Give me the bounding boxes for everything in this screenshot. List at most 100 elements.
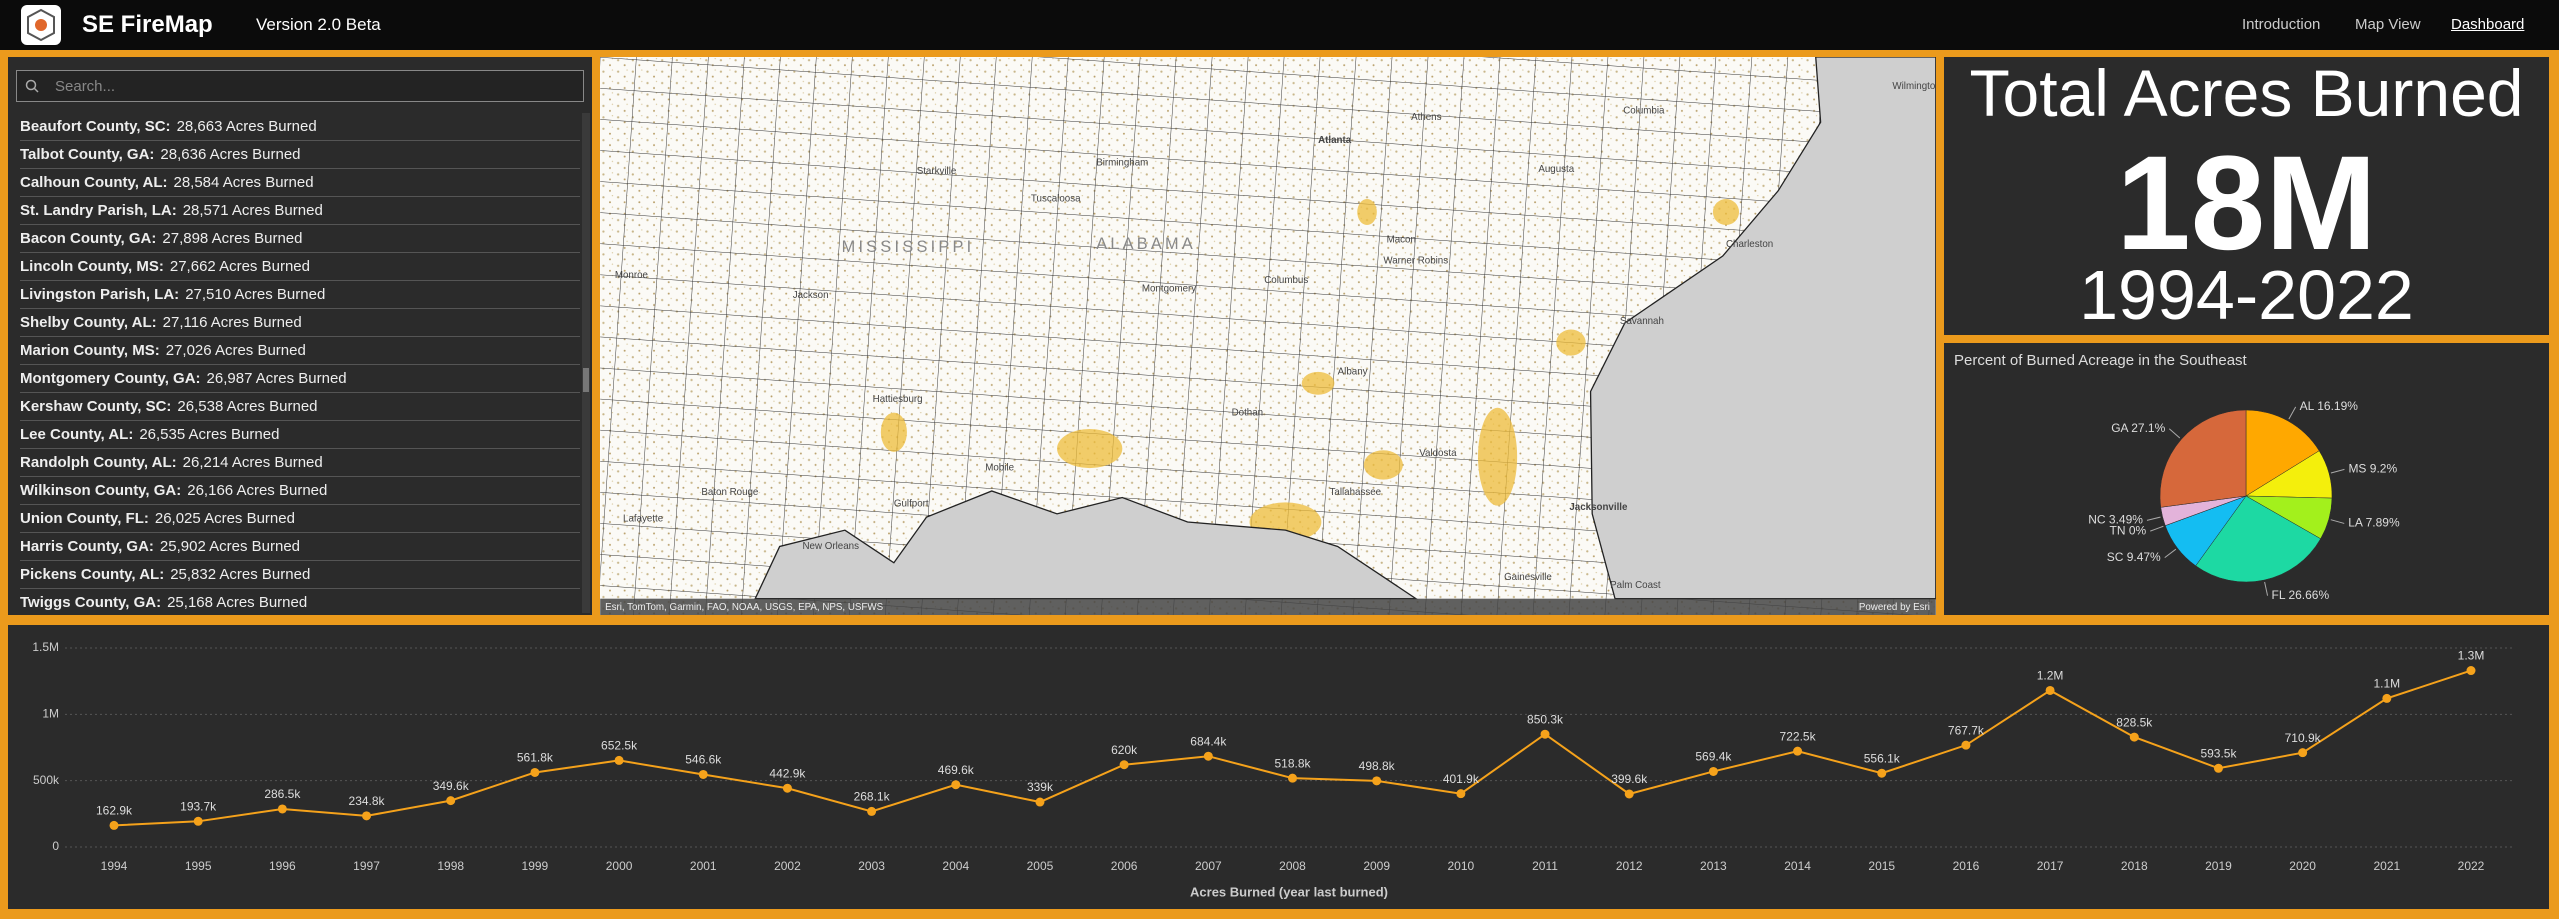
x-tick-label: 2015 bbox=[1868, 859, 1895, 873]
county-row[interactable]: Lee County, AL: 26,535 Acres Burned bbox=[20, 421, 580, 449]
data-label: 268.1k bbox=[854, 790, 891, 804]
county-name: Harris County, GA: bbox=[20, 538, 154, 555]
county-name: Randolph County, AL: bbox=[20, 454, 177, 471]
pie-label: NC 3.49% bbox=[2088, 513, 2143, 527]
y-tick-label: 1.5M bbox=[32, 640, 59, 654]
map-label: MISSISSIPPI bbox=[842, 238, 975, 256]
map-label: Valdosta bbox=[1419, 448, 1457, 459]
county-row[interactable]: St. Landry Parish, LA: 28,571 Acres Burne… bbox=[20, 197, 580, 225]
data-point bbox=[362, 811, 372, 821]
data-point bbox=[1035, 797, 1045, 807]
data-point bbox=[2045, 685, 2055, 695]
x-tick-label: 2004 bbox=[942, 859, 969, 873]
x-tick-label: 2000 bbox=[606, 859, 633, 873]
county-acres: 25,168 Acres Burned bbox=[167, 594, 308, 611]
logo bbox=[21, 5, 61, 45]
county-name: Shelby County, AL: bbox=[20, 314, 157, 331]
data-point bbox=[614, 755, 624, 765]
pie-label: SC 9.47% bbox=[2107, 550, 2161, 564]
map-label: Atlanta bbox=[1318, 135, 1352, 146]
data-point bbox=[109, 820, 119, 830]
county-row[interactable]: Lincoln County, MS: 27,662 Acres Burned bbox=[20, 253, 580, 281]
county-row[interactable]: Marion County, MS: 27,026 Acres Burned bbox=[20, 337, 580, 365]
map-label: Albany bbox=[1338, 366, 1368, 377]
x-tick-label: 2017 bbox=[2037, 859, 2064, 873]
pie-label: GA 27.1% bbox=[2111, 421, 2165, 435]
x-tick-label: 1999 bbox=[522, 859, 549, 873]
x-tick-label: 2014 bbox=[1784, 859, 1811, 873]
county-row[interactable]: Kershaw County, SC: 26,538 Acres Burned bbox=[20, 393, 580, 421]
x-tick-label: 2010 bbox=[1448, 859, 1475, 873]
county-name: Livingston Parish, LA: bbox=[20, 286, 180, 303]
data-label: 286.5k bbox=[264, 787, 301, 801]
data-point bbox=[2298, 748, 2308, 758]
county-row[interactable]: Livingston Parish, LA: 27,510 Acres Burne… bbox=[20, 281, 580, 309]
chart-title: Percent of Burned Acreage in the Southea… bbox=[1954, 352, 2248, 369]
data-label: 401.9k bbox=[1443, 772, 1480, 786]
data-label: 349.6k bbox=[433, 779, 470, 793]
county-row[interactable]: Talbot County, GA: 28,636 Acres Burned bbox=[20, 141, 580, 169]
map-label: Augusta bbox=[1538, 164, 1574, 175]
data-label: 234.8k bbox=[349, 794, 386, 808]
leader-line bbox=[2164, 548, 2177, 559]
map-label: Macon bbox=[1387, 234, 1416, 245]
county-acres: 25,902 Acres Burned bbox=[159, 538, 301, 555]
data-point bbox=[1961, 740, 1971, 750]
y-tick-label: 500k bbox=[33, 773, 60, 787]
data-label: 442.9k bbox=[769, 766, 806, 780]
map-powered-by: Powered by Esri bbox=[1859, 602, 1930, 613]
county-row[interactable]: Randolph County, AL: 26,214 Acres Burned bbox=[20, 449, 580, 477]
nav-link[interactable]: Map View bbox=[2355, 16, 2421, 33]
pie-panel: Percent of Burned Acreage in the Southea… bbox=[1944, 343, 2549, 615]
leader-line bbox=[2330, 468, 2345, 474]
map-label: Jacksonville bbox=[1569, 502, 1628, 513]
data-point bbox=[1203, 751, 1213, 761]
county-row[interactable]: Harris County, GA: 25,902 Acres Burned bbox=[20, 533, 580, 561]
map-label: Columbus bbox=[1264, 275, 1308, 286]
pie-label: FL 26.66% bbox=[2272, 588, 2330, 602]
county-row[interactable]: Wilkinson County, GA: 26,166 Acres Burned bbox=[20, 477, 580, 505]
x-tick-label: 2016 bbox=[1953, 859, 1980, 873]
county-row[interactable]: Calhoun County, AL: 28,584 Acres Burned bbox=[20, 169, 580, 197]
pie-label: AL 16.19% bbox=[2300, 399, 2359, 413]
leader-line bbox=[2330, 519, 2345, 524]
county-row[interactable]: Twiggs County, GA: 25,168 Acres Burned bbox=[20, 589, 580, 615]
county-acres: 28,663 Acres Burned bbox=[176, 118, 317, 135]
county-name: Wilkinson County, GA: bbox=[20, 482, 182, 499]
data-label: 561.8k bbox=[517, 751, 554, 765]
map-label: Warner Robins bbox=[1383, 256, 1448, 267]
county-row[interactable]: Bacon County, GA: 27,898 Acres Burned bbox=[20, 225, 580, 253]
data-point bbox=[1456, 789, 1466, 799]
county-row[interactable]: Pickens County, AL: 25,832 Acres Burned bbox=[20, 561, 580, 589]
y-tick-label: 0 bbox=[52, 839, 59, 853]
data-point bbox=[1877, 768, 1887, 778]
county-acres: 27,026 Acres Burned bbox=[165, 342, 306, 359]
data-label: 767.7k bbox=[1948, 723, 1985, 737]
x-tick-label: 2021 bbox=[2373, 859, 2400, 873]
data-point bbox=[446, 796, 456, 806]
search-box[interactable]: Search... bbox=[16, 70, 584, 102]
county-row[interactable]: Montgomery County, GA: 26,987 Acres Burne… bbox=[20, 365, 580, 393]
leader-line bbox=[2150, 525, 2164, 532]
county-name: Lee County, AL: bbox=[20, 426, 134, 443]
county-row[interactable]: Beaufort County, SC: 28,663 Acres Burned bbox=[20, 113, 580, 141]
pie-chart: Percent of Burned Acreage in the Southea… bbox=[1954, 352, 2400, 602]
data-point bbox=[1372, 776, 1382, 786]
county-row[interactable]: Union County, FL: 26,025 Acres Burned bbox=[20, 505, 580, 533]
nav-link[interactable]: Introduction bbox=[2242, 16, 2321, 33]
data-point bbox=[1624, 789, 1634, 799]
data-label: 850.3k bbox=[1527, 712, 1564, 726]
pie-label: TN 0% bbox=[2110, 523, 2147, 537]
county-acres: 28,584 Acres Burned bbox=[173, 174, 314, 191]
kpi-title: Total Acres Burned bbox=[1969, 57, 2524, 130]
scrollbar[interactable] bbox=[582, 113, 590, 613]
county-acres: 26,166 Acres Burned bbox=[187, 482, 328, 499]
map-label: Tuscaloosa bbox=[1031, 194, 1081, 205]
map-label: New Orleans bbox=[803, 541, 860, 552]
nav-link[interactable]: Dashboard bbox=[2451, 16, 2525, 33]
data-label: 1.3M bbox=[2458, 649, 2485, 663]
x-tick-label: 1996 bbox=[269, 859, 296, 873]
data-label: 722.5k bbox=[1780, 729, 1817, 743]
county-row[interactable]: Shelby County, AL: 27,116 Acres Burned bbox=[20, 309, 580, 337]
map-panel: Starkville Tuscaloosa Birmingham Atlanta Ath… bbox=[600, 57, 1936, 615]
